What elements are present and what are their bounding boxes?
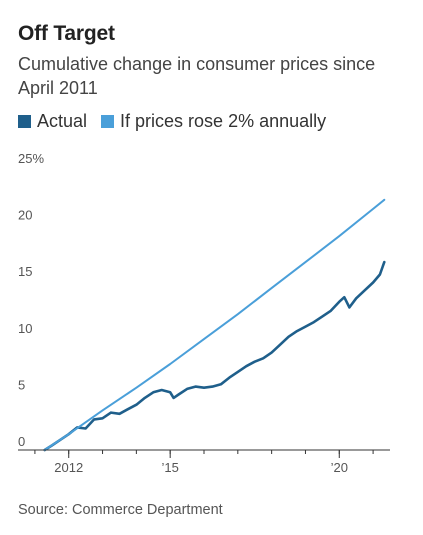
chart-title: Off Target [18, 22, 115, 45]
source-note: Source: Commerce Department [18, 502, 223, 518]
x-tick-label-0: 2012 [54, 460, 83, 475]
legend-swatch-target [101, 114, 115, 128]
y-tick-label-5: 25% [18, 151, 44, 166]
y-tick-label-2: 10 [18, 321, 32, 336]
legend-label-target: If prices rose 2% annually [120, 110, 327, 131]
legend-item-target: If prices rose 2% annually [101, 111, 326, 132]
series-line-0 [43, 260, 386, 452]
x-tick-label-2: ’20 [331, 460, 348, 475]
legend-swatch-actual [18, 114, 31, 128]
y-tick-label-1: 5 [18, 377, 25, 392]
legend-item-actual: Actual [18, 111, 87, 132]
legend: Actual If prices rose 2% annually [18, 111, 340, 131]
y-tick-label-3: 15 [18, 264, 32, 279]
y-tick-label-0: 0 [18, 434, 25, 449]
legend-label-actual: Actual [37, 110, 88, 131]
series-line-1 [43, 198, 386, 451]
x-tick-label-1: ’15 [162, 460, 179, 475]
chart-subtitle: Cumulative change in consumer prices sin… [18, 54, 376, 98]
y-tick-label-4: 20 [18, 208, 32, 223]
